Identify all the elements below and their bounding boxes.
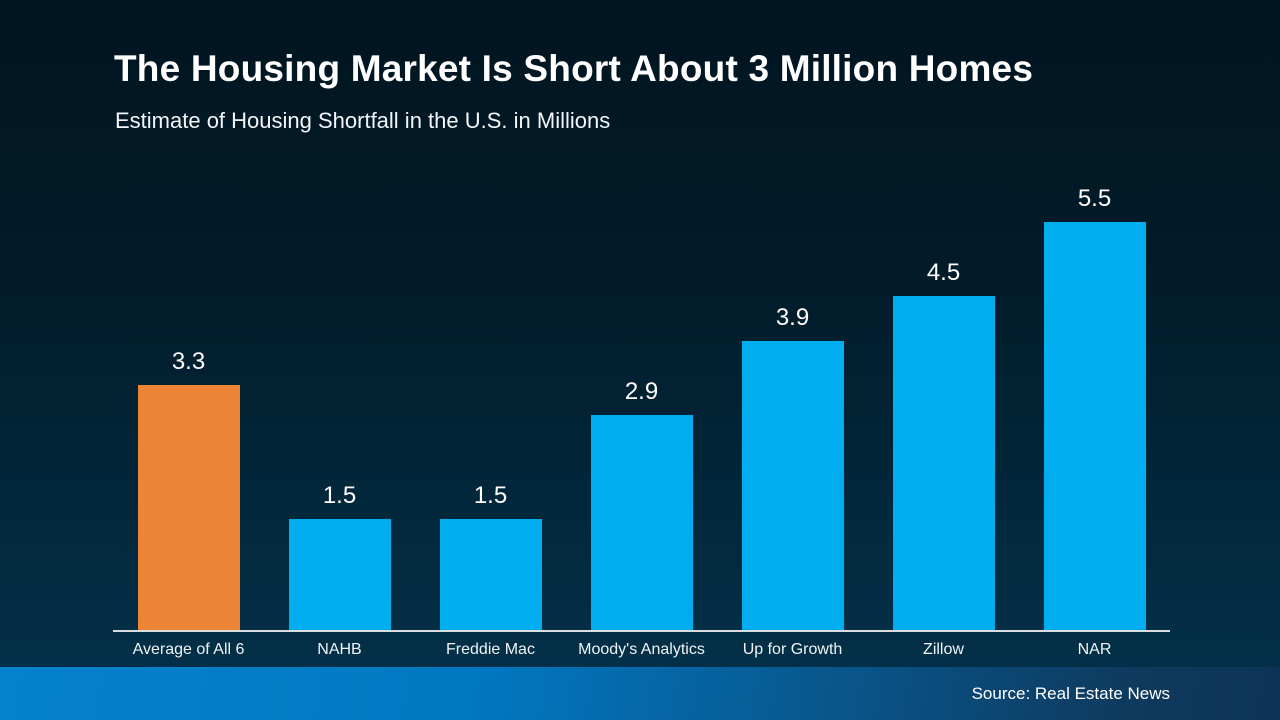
category-label: NAHB [317, 641, 362, 658]
bar-value-label: 1.5 [322, 482, 357, 509]
bar-group: 3.9 [717, 304, 868, 630]
bar [137, 385, 240, 630]
page-subtitle: Estimate of Housing Shortfall in the U.S… [115, 108, 611, 133]
bar [892, 296, 995, 630]
page-title: The Housing Market Is Short About 3 Mill… [114, 48, 1034, 89]
bar-group: 2.9 [566, 378, 717, 630]
bar-group: 5.5 [1019, 185, 1170, 630]
bar-value-label: 3.9 [775, 304, 810, 331]
bar-chart-plot-area: 3.3 1.5 1.5 2.9 3.9 4.5 5.5 [113, 185, 1170, 632]
bar-group: 4.5 [868, 259, 1019, 630]
bar-group: 1.5 [264, 482, 415, 630]
bar [741, 341, 844, 630]
bar-value-label: 4.5 [926, 259, 961, 286]
footer-bar: Source: Real Estate News [0, 667, 1280, 720]
bar-group: 3.3 [113, 348, 264, 630]
category-label: Up for Growth [742, 641, 843, 658]
bar [439, 519, 542, 630]
bar [288, 519, 391, 630]
category-label: Moody's Analytics [578, 641, 705, 658]
category-label: Freddie Mac [446, 641, 535, 658]
bar [1043, 222, 1146, 630]
bar-value-label: 5.5 [1077, 185, 1112, 212]
bar-group: 1.5 [415, 482, 566, 630]
bar-value-label: 2.9 [624, 378, 659, 405]
bar-value-label: 3.3 [171, 348, 206, 375]
source-attribution: Source: Real Estate News [971, 684, 1170, 703]
category-axis: Average of All 6 NAHB Freddie Mac Moody's A… [113, 638, 1170, 659]
bar-value-label: 1.5 [473, 482, 508, 509]
bar [590, 415, 693, 630]
category-label: Average of All 6 [132, 641, 245, 658]
category-label: NAR [1077, 641, 1112, 658]
category-label: Zillow [923, 641, 964, 658]
